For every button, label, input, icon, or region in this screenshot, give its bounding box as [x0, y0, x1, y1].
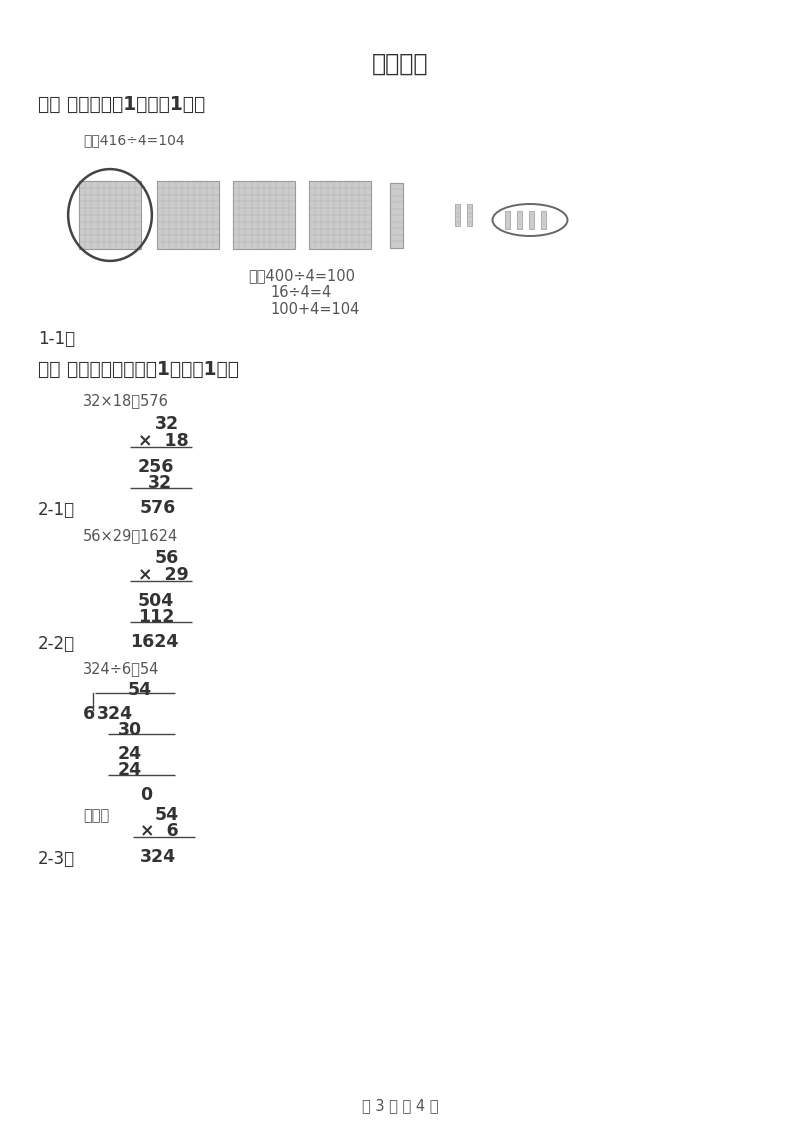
- Bar: [455, 204, 460, 226]
- Text: 1-1、: 1-1、: [38, 331, 75, 348]
- Text: 24: 24: [118, 745, 142, 763]
- Text: 576: 576: [140, 499, 176, 517]
- Text: 24: 24: [118, 761, 142, 779]
- Text: 二、 用竖式计算。（共1题；共1分）: 二、 用竖式计算。（共1题；共1分）: [38, 360, 239, 379]
- Text: 2-1、: 2-1、: [38, 501, 75, 518]
- Text: 256: 256: [138, 458, 174, 475]
- Text: 一、 连线。（共1题；共1分）: 一、 连线。（共1题；共1分）: [38, 95, 206, 114]
- Text: 54: 54: [128, 681, 152, 698]
- Bar: [79, 181, 141, 249]
- Bar: [517, 211, 522, 229]
- Bar: [505, 211, 510, 229]
- Text: 56×29＝1624: 56×29＝1624: [83, 528, 178, 543]
- Text: 6: 6: [83, 705, 95, 723]
- Text: 100+4=104: 100+4=104: [270, 302, 359, 317]
- Text: 324: 324: [97, 705, 133, 723]
- Text: 2-2、: 2-2、: [38, 635, 75, 653]
- Bar: [233, 181, 295, 249]
- Bar: [541, 211, 546, 229]
- Text: 32: 32: [148, 474, 172, 492]
- Bar: [309, 181, 371, 249]
- Text: 324: 324: [140, 848, 176, 866]
- Text: 504: 504: [138, 592, 174, 610]
- Text: ×  29: × 29: [138, 566, 189, 584]
- Bar: [390, 182, 403, 248]
- Text: ×  18: × 18: [138, 432, 189, 451]
- Text: 112: 112: [138, 608, 174, 626]
- Text: 32×18＝576: 32×18＝576: [83, 393, 169, 408]
- Text: 参考答案: 参考答案: [372, 52, 428, 76]
- Text: 32: 32: [155, 415, 179, 434]
- Text: 324÷6＝54: 324÷6＝54: [83, 661, 159, 676]
- Text: ×  6: × 6: [140, 822, 178, 840]
- Text: 16÷4=4: 16÷4=4: [270, 285, 331, 300]
- Text: 0: 0: [140, 786, 152, 804]
- Bar: [157, 181, 219, 249]
- Bar: [529, 211, 534, 229]
- Text: 54: 54: [155, 806, 179, 824]
- Text: 想：400÷4=100: 想：400÷4=100: [248, 268, 355, 283]
- Text: 验算：: 验算：: [83, 808, 110, 823]
- Text: 2-3、: 2-3、: [38, 850, 75, 868]
- Text: 解：416÷4=104: 解：416÷4=104: [83, 132, 185, 147]
- Bar: [467, 204, 472, 226]
- Text: 56: 56: [155, 549, 179, 567]
- Text: 第 3 页 共 4 页: 第 3 页 共 4 页: [362, 1098, 438, 1113]
- Text: 1624: 1624: [130, 633, 178, 651]
- Text: 30: 30: [118, 721, 142, 739]
